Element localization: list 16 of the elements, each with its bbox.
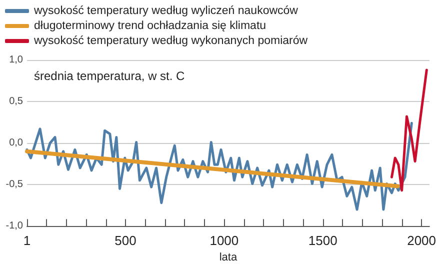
legend-label: wysokość temperatury według wykonanych pomiarów bbox=[33, 35, 308, 47]
x-tick-label: 500 bbox=[114, 233, 136, 248]
line-series bbox=[390, 68, 428, 192]
y-tick-label: 1,0 bbox=[9, 54, 24, 66]
x-tick-label: 2000 bbox=[407, 233, 436, 248]
legend-label: wysokość temperatury według wyliczeń naukowców bbox=[33, 5, 299, 17]
y-axis-title: średnia temperatura, w st. C bbox=[34, 69, 186, 83]
x-tick-label: 1000 bbox=[210, 233, 239, 248]
y-tick-label: -1,0 bbox=[6, 220, 24, 232]
x-tick-label: 1 bbox=[23, 233, 31, 248]
y-tick-label: 0,0 bbox=[9, 138, 24, 149]
y-tick-label: 0,5 bbox=[9, 96, 24, 108]
x-tick-label: 1500 bbox=[308, 233, 338, 248]
x-axis-title: lata bbox=[219, 252, 238, 264]
legend-label: długoterminowy trend ochładzania się klimatu bbox=[34, 20, 266, 32]
y-tick-label: -0,5 bbox=[6, 179, 24, 190]
